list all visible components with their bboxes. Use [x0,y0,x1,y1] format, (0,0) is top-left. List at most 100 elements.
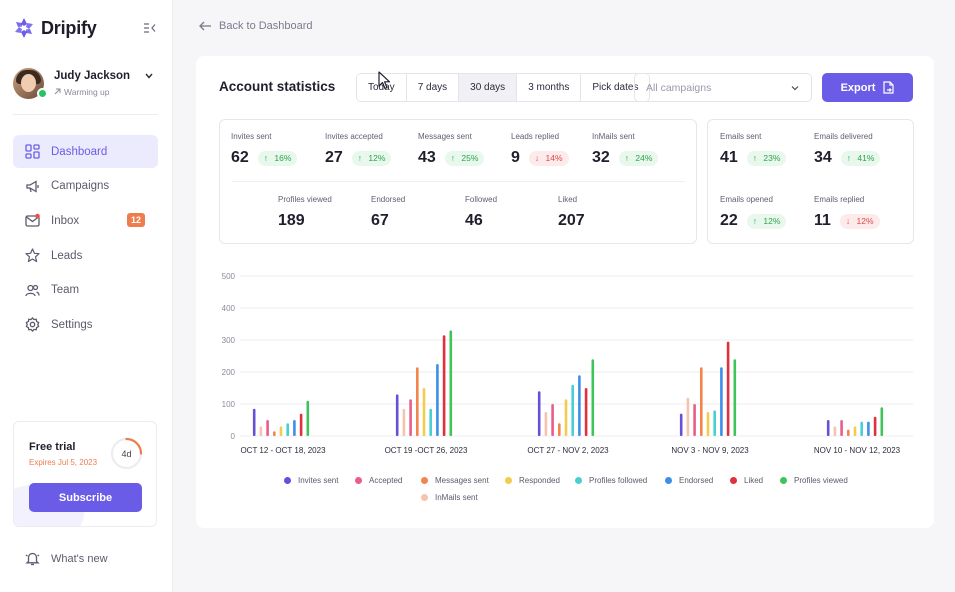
team-icon [25,283,40,298]
sidebar-item-leads[interactable]: Leads [13,239,158,272]
stat-emails-replied: Emails replied 11 ↓ 12% [814,195,880,230]
legend-label: Profiles viewed [794,476,848,485]
date-range-selector: Today 7 days 30 days 3 months Pick dates [356,73,651,102]
delta-badge: ↑ 12% [351,150,392,166]
delta-value: 12% [856,216,874,226]
chevron-down-icon[interactable] [144,71,154,81]
legend-item[interactable]: Profiles followed [575,476,647,485]
sidebar-item-inbox[interactable]: Inbox 12 [13,204,158,237]
trial-days-left: 4d [121,448,132,459]
arrow-down-icon: ↓ [534,153,540,163]
campaign-select[interactable]: All campaigns [634,73,812,102]
stat-emails-sent: Emails sent 41 ↑ 23% [720,132,787,167]
chart-bar [395,394,399,436]
delta-badge: ↓ 12% [839,213,880,229]
stat-profiles-viewed: Profiles viewed 189 [278,195,332,230]
export-button[interactable]: Export [822,73,913,102]
chart-bar [558,423,561,436]
avatar [13,67,44,99]
chart-bar [726,341,730,436]
legend-item[interactable]: Endorsed [665,476,713,485]
range-3-months-button[interactable]: 3 months [517,74,582,101]
arrow-up-icon: ↑ [624,153,630,163]
stat-label: Emails delivered [814,132,873,141]
activity-bar-chart: 0 100 200 300 400 500 OCT 12 - OCT 18, 2023 OCT… [222,272,913,455]
chart-bar [259,426,263,436]
trial-title: Free trial [29,441,76,453]
account-statistics-card: Account statistics Today 7 days 30 days … [196,56,934,528]
chart-bar [733,359,737,436]
pick-dates-button[interactable]: Pick dates [581,74,650,101]
legend-dot-icon [355,477,362,484]
logo[interactable]: Dripify [13,17,97,39]
stat-followed: Followed 46 [465,195,497,230]
whats-new-link[interactable]: What's new [25,551,108,566]
sidebar-item-label: Leads [51,249,83,262]
back-label: Back to Dashboard [219,20,313,32]
delta-badge: ↑ 23% [746,150,787,166]
back-to-dashboard-link[interactable]: Back to Dashboard [199,20,313,32]
legend-item[interactable]: Accepted [355,476,402,485]
y-tick-label: 300 [222,336,236,345]
bell-icon [25,551,40,566]
legend-dot-icon [575,477,582,484]
collapse-sidebar-icon[interactable] [143,22,157,34]
sidebar-item-label: Settings [51,318,93,331]
delta-value: 24% [635,153,653,163]
stat-value: 11 [814,212,831,229]
chart-bar [422,388,426,436]
range-7-days-button[interactable]: 7 days [406,74,460,101]
sidebar-item-settings[interactable]: Settings [13,308,158,341]
x-tick-label: OCT 12 - OCT 18, 2023 [240,446,326,455]
stat-value: 46 [465,212,483,229]
legend-label: Profiles followed [589,476,648,485]
arrow-down-icon: ↓ [845,216,851,226]
x-tick-label: OCT 19 -OCT 26, 2023 [385,446,468,455]
chart-bar [679,413,683,436]
y-tick-label: 500 [222,272,236,281]
legend-item[interactable]: InMails sent [421,493,478,502]
chart-bar [591,359,595,436]
delta-badge: ↓ 14% [528,150,569,166]
stat-liked: Liked 207 [558,195,585,230]
chart-bar [551,404,554,436]
chart-bar [416,367,419,436]
stat-value: 9 [511,149,520,166]
legend-item[interactable]: Liked [730,476,763,485]
stat-label: InMails sent [592,132,635,141]
delta-value: 41% [857,153,875,163]
legend-dot-icon [284,477,291,484]
user-status: Warming up [54,87,130,97]
arrow-up-icon: ↑ [752,153,758,163]
chart-bar [686,397,690,436]
subscribe-button[interactable]: Subscribe [29,483,142,512]
dashboard-icon [25,144,40,159]
stat-label: Followed [465,195,498,204]
sidebar-item-dashboard[interactable]: Dashboard [13,135,158,168]
chart-bar [537,391,541,436]
legend-item[interactable]: Messages sent [421,476,489,485]
sidebar-item-campaigns[interactable]: Campaigns [13,170,158,203]
sidebar-item-label: Team [51,284,80,297]
legend-label: InMails sent [435,493,478,502]
chart-bar [700,367,703,436]
legend-item[interactable]: Responded [505,476,560,485]
delta-value: 16% [274,153,292,163]
delta-badge: ↑ 41% [840,150,881,166]
legend-item[interactable]: Profiles viewed [780,476,848,485]
user-menu[interactable]: Judy Jackson Warming up [13,66,158,100]
sidebar-item-label: Inbox [51,214,80,227]
stat-messages-sent: Messages sent 43 ↑ 25% [418,132,485,167]
delta-value: 12% [763,216,781,226]
chart-bar [544,412,548,436]
chart-bar [867,421,870,436]
legend-dot-icon [505,477,512,484]
arrow-up-icon: ↑ [752,216,758,226]
megaphone-icon [25,179,40,194]
chart-bar [564,399,568,436]
stat-label: Leads replied [511,132,560,141]
legend-item[interactable]: Invites sent [284,476,338,485]
range-30-days-button[interactable]: 30 days [459,74,518,101]
sidebar-item-team[interactable]: Team [13,274,158,307]
sidebar-item-label: Campaigns [51,180,110,193]
